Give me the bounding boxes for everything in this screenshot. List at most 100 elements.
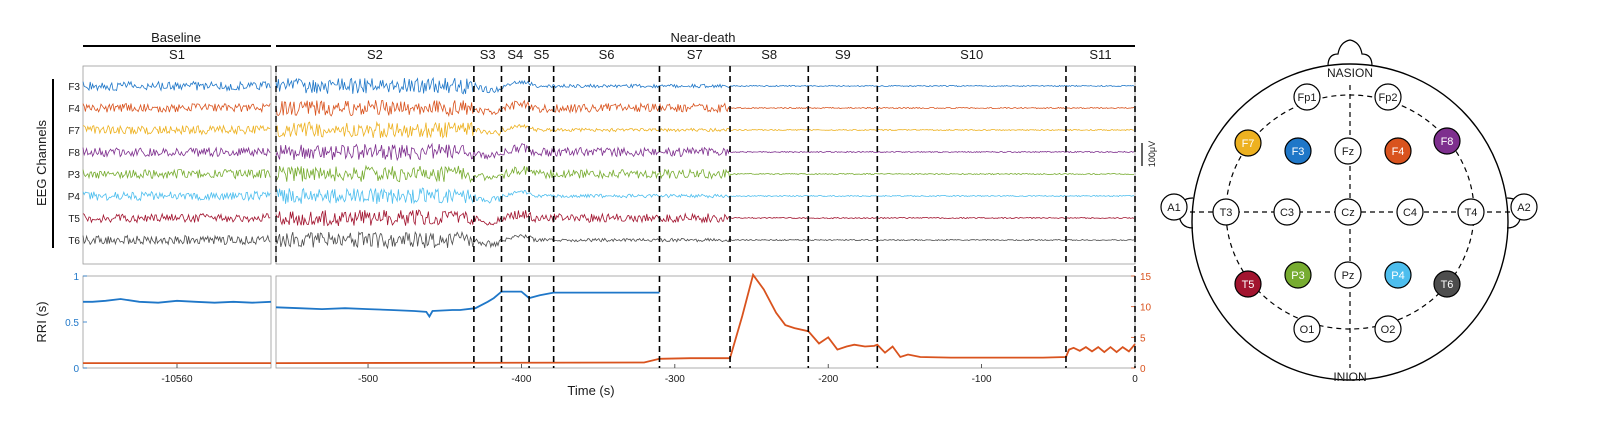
y-right-tick-label: 15 — [1140, 272, 1152, 283]
electrode-label-a2: A2 — [1517, 202, 1530, 214]
electrode-fp2 — [1374, 83, 1402, 111]
stage-label-s8: S8 — [761, 47, 777, 62]
stage-label-s3: S3 — [480, 47, 496, 62]
electrode-a1 — [1160, 193, 1188, 221]
electrode-pz — [1334, 261, 1362, 289]
y-left-tick-label: 1 — [73, 272, 79, 283]
electrode-label-cz: Cz — [1341, 207, 1354, 219]
electrode-label-f3: F3 — [1292, 146, 1305, 158]
electrode-label-p3: P3 — [1291, 270, 1304, 282]
electrode-t6 — [1433, 270, 1461, 298]
stage-labels: S1 S2 S3 S4 S5 S6 S7 S8 S9 S10 S11 — [169, 47, 1112, 62]
electrode-p4 — [1384, 261, 1412, 289]
y-right-tick-label: 0 — [1140, 364, 1146, 375]
x-tick-label: 0 — [1132, 374, 1138, 385]
electrode-f8 — [1433, 127, 1461, 155]
electrode-head-map: NASION INION Fp1 Fp2 F7 F3 Fz F4 F8 A1 T3 C3 Cz C4 T… — [1160, 39, 1538, 384]
eeg-scale-bar: 100μV — [1141, 141, 1157, 167]
eeg-channel-labels: F3 F4 F7 F8 P3 P4 T5 T6 — [68, 82, 81, 247]
stage-label-s9: S9 — [835, 47, 851, 62]
eeg-trace-near-death-p4 — [275, 187, 1135, 205]
electrode-t5 — [1234, 270, 1262, 298]
electrodes: Fp1 Fp2 F7 F3 Fz F4 F8 A1 T3 C3 Cz C4 T4 A2 T5 P3 Pz P4 T6… — [1160, 83, 1538, 343]
electrode-label-p4: P4 — [1391, 270, 1404, 282]
electrode-fz — [1334, 137, 1362, 165]
electrode-cz — [1334, 198, 1362, 226]
electrode-f3 — [1284, 137, 1312, 165]
eeg-trace-baseline-f4 — [82, 102, 271, 114]
electrode-o1 — [1293, 315, 1321, 343]
eeg-trace-baseline-p4 — [82, 190, 271, 202]
eeg-trace-near-death-f8 — [275, 142, 1135, 162]
electrode-label-c4: C4 — [1403, 207, 1417, 219]
electrode-label-t4: T4 — [1465, 207, 1478, 219]
eeg-trace-baseline-f8 — [82, 146, 271, 158]
electrode-label-f8: F8 — [1441, 136, 1454, 148]
x-tick-label: -10560 — [161, 374, 193, 385]
channel-label-t6: T6 — [68, 236, 80, 247]
x-tick-label: -500 — [358, 374, 378, 385]
electrode-a2 — [1510, 193, 1538, 221]
stage-label-s1: S1 — [169, 47, 185, 62]
eeg-trace-baseline-p3 — [82, 168, 271, 180]
rri-series-right-near-death — [275, 272, 1136, 364]
stage-label-s7: S7 — [687, 47, 703, 62]
x-tick-label: -300 — [665, 374, 685, 385]
electrode-label-pz: Pz — [1342, 270, 1355, 282]
x-tick-label: -400 — [511, 374, 531, 385]
electrode-label-f4: F4 — [1392, 146, 1405, 158]
channel-label-f8: F8 — [68, 148, 80, 159]
y-left-tick-label: 0 — [73, 364, 79, 375]
x-tick-label: -200 — [818, 374, 838, 385]
electrode-label-o1: O1 — [1300, 324, 1315, 336]
channel-label-p4: P4 — [68, 192, 81, 203]
stage-label-s11: S11 — [1089, 47, 1111, 62]
eeg-trace-near-death-f3 — [275, 76, 1135, 95]
stage-dividers — [275, 66, 1136, 368]
rri-near-death-frame — [275, 275, 1136, 369]
electrode-label-f7: F7 — [1242, 138, 1255, 150]
scale-bar-label: 100μV — [1147, 141, 1157, 167]
stage-label-s5: S5 — [533, 47, 549, 62]
stage-label-s4: S4 — [507, 47, 523, 62]
electrode-fp1 — [1293, 83, 1321, 111]
eeg-trace-baseline-t6 — [82, 234, 271, 246]
stage-label-s10: S10 — [960, 47, 983, 62]
eeg-trace-baseline-f7 — [82, 124, 271, 136]
electrode-f7 — [1234, 129, 1262, 157]
channel-label-t5: T5 — [68, 214, 80, 225]
eeg-trace-near-death-p3 — [275, 164, 1135, 184]
electrode-t3 — [1212, 198, 1240, 226]
y-right-tick-label: 5 — [1140, 333, 1146, 344]
x-tick-label: -100 — [972, 374, 992, 385]
eeg-trace-baseline-f3 — [82, 80, 271, 92]
eeg-panel: EEG Channels F3 F4 F7 F8 P3 P4 T5 T6 100μV — [34, 65, 1157, 265]
rri-series-left-baseline — [83, 298, 272, 304]
eeg-baseline-frame — [82, 65, 272, 265]
eeg-trace-near-death-t5 — [275, 209, 1135, 227]
eeg-trace-near-death-f4 — [275, 99, 1135, 118]
y-right-tick-label: 10 — [1140, 303, 1152, 314]
head-outline — [1191, 63, 1509, 381]
nasion-label: NASION — [1327, 66, 1373, 80]
electrode-c4 — [1396, 198, 1424, 226]
inion-label: INION — [1333, 370, 1366, 384]
electrode-p3 — [1284, 261, 1312, 289]
stage-header: Baseline Near-death S1 S2 S3 S4 S5 S6 S7 S8 S9 S1… — [83, 30, 1135, 62]
eeg-y-axis-label: EEG Channels — [34, 120, 49, 206]
rri-series — [83, 272, 1136, 364]
electrode-f4 — [1384, 137, 1412, 165]
eeg-trace-baseline-t5 — [82, 212, 271, 224]
electrode-label-fp1: Fp1 — [1298, 92, 1317, 104]
rri-y-axis-label: RRI (s) — [34, 301, 49, 342]
stage-label-s6: S6 — [599, 47, 615, 62]
electrode-label-c3: C3 — [1280, 207, 1294, 219]
x-axis-label: Time (s) — [567, 383, 614, 398]
electrode-label-a1: A1 — [1167, 202, 1180, 214]
eeg-traces — [82, 76, 1135, 250]
rri-series-left-near-death — [275, 290, 660, 319]
channel-label-p3: P3 — [68, 170, 81, 181]
electrode-label-t6: T6 — [1441, 279, 1454, 291]
